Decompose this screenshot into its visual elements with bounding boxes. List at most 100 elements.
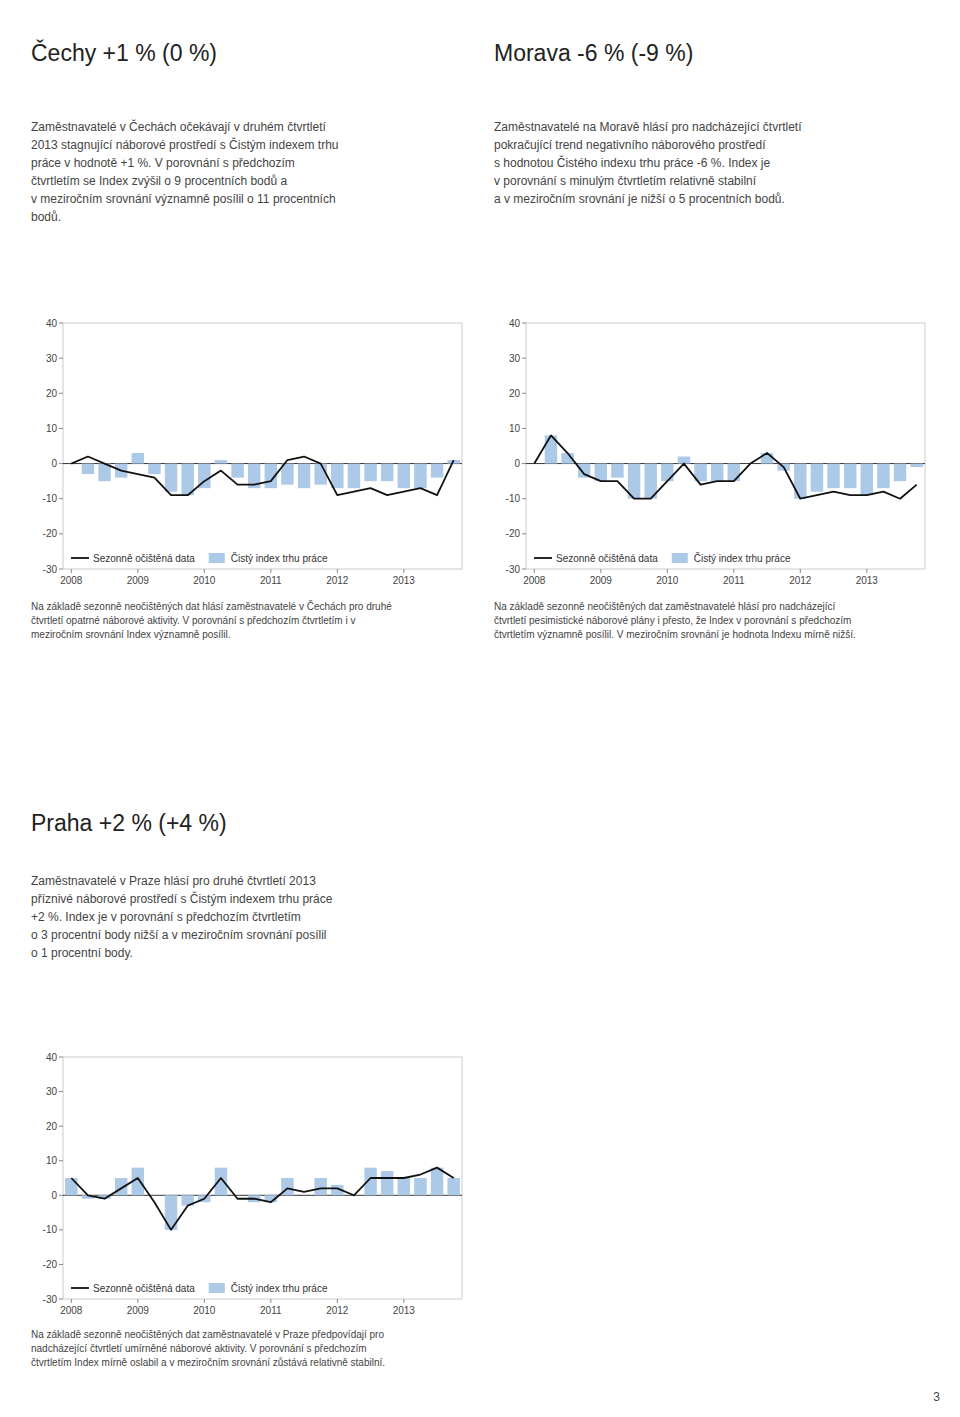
footnote-line: Na základě sezonně neočištěných dat zamě…: [494, 600, 856, 614]
bar: [215, 1168, 227, 1196]
y-tick-label: 20: [509, 388, 521, 399]
bar: [215, 460, 227, 464]
y-tick-label: -20: [43, 1259, 58, 1270]
bar: [728, 464, 740, 482]
x-tick-label: 2009: [127, 1305, 150, 1316]
y-tick: [59, 463, 63, 464]
y-tick: [59, 1195, 63, 1196]
legend: Sezonně očištěná data Čistý index trhu pr…: [71, 552, 328, 564]
y-tick-label: 30: [509, 353, 521, 364]
y-tick: [59, 1091, 63, 1092]
y-tick: [59, 323, 63, 324]
y-tick: [59, 569, 63, 570]
body-line: Zaměstnavatelé v Čechách očekávají v dru…: [31, 118, 339, 136]
bar: [861, 464, 873, 496]
footnote-line: čtvrtletí pesimistické náborové plány i …: [494, 614, 856, 628]
x-tick-label: 2008: [60, 575, 83, 586]
x-tick-label: 2011: [723, 575, 745, 586]
chart: -30-20-100102030402008200920102011201220…: [31, 1049, 468, 1321]
y-tick: [522, 323, 526, 324]
y-tick: [522, 428, 526, 429]
body-line: +2 %. Index je v porovnání s předchozím …: [31, 908, 332, 926]
bar: [414, 1178, 426, 1195]
footnote-line: nadcházející čtvrtletí umírněné náborové…: [31, 1342, 385, 1356]
y-tick: [522, 498, 526, 499]
x-tick: [733, 569, 734, 573]
y-tick-label: 30: [46, 353, 58, 364]
bar: [910, 464, 922, 468]
plot-frame: [526, 323, 925, 569]
page-number: 3: [933, 1390, 940, 1404]
bar: [314, 1178, 326, 1195]
y-tick: [522, 533, 526, 534]
x-tick-label: 2011: [260, 1305, 282, 1316]
bar: [82, 464, 94, 475]
x-tick-label: 2008: [523, 575, 546, 586]
footnote-line: meziročním srovnání Index významně posíl…: [31, 628, 392, 642]
legend-swatch: [672, 553, 688, 563]
chart-title: Praha +2 % (+4 %): [31, 810, 227, 837]
y-tick: [59, 1160, 63, 1161]
x-tick: [534, 569, 535, 573]
bar: [298, 1195, 310, 1196]
y-tick-label: -30: [43, 564, 58, 575]
body-line: o 3 procentní body nižší a v meziročním …: [31, 926, 332, 944]
y-tick-label: 0: [514, 458, 520, 469]
bar: [398, 464, 410, 489]
x-tick: [137, 569, 138, 573]
x-tick-label: 2010: [656, 575, 679, 586]
chart: -30-20-100102030402008200920102011201220…: [31, 315, 468, 591]
chart-title: Morava -6 % (-9 %): [494, 40, 693, 67]
y-tick-label: 0: [51, 458, 57, 469]
legend-label: Sezonně očištěná data: [93, 553, 195, 564]
legend-label: Čistý index trhu práce: [231, 552, 328, 564]
body-text: Zaměstnavatelé v Čechách očekávají v dru…: [31, 118, 339, 226]
chart-title: Čechy +1 % (0 %): [31, 40, 217, 67]
bar: [298, 464, 310, 489]
y-tick-label: -20: [506, 528, 521, 539]
x-tick-label: 2008: [60, 1305, 83, 1316]
body-line: pokračující trend negativního náborového…: [494, 136, 801, 154]
bar: [231, 464, 243, 478]
body-text: Zaměstnavatelé v Praze hlásí pro druhé č…: [31, 872, 332, 962]
y-tick: [522, 463, 526, 464]
bar: [414, 464, 426, 489]
body-line: čtvrtletím se Index zvýšil o 9 procentní…: [31, 172, 339, 190]
footnote-line: čtvrtletím významně posílil. V meziroční…: [494, 628, 856, 642]
x-tick-label: 2010: [193, 1305, 216, 1316]
x-tick-label: 2013: [393, 1305, 416, 1316]
bar: [827, 464, 839, 489]
x-tick-label: 2013: [393, 575, 416, 586]
legend: Sezonně očištěná dataČistý index trhu pr…: [71, 1282, 328, 1294]
y-tick-label: 40: [46, 318, 58, 329]
x-tick-label: 2012: [326, 1305, 349, 1316]
legend-swatch: [534, 557, 552, 559]
bar: [661, 464, 673, 482]
x-tick: [71, 1299, 72, 1303]
body-text: Zaměstnavatelé na Moravě hlásí pro nadch…: [494, 118, 801, 208]
y-tick: [59, 428, 63, 429]
marks: [534, 435, 923, 498]
x-tick: [270, 1299, 271, 1303]
y-tick-label: -10: [43, 493, 58, 504]
x-tick: [204, 569, 205, 573]
x-tick: [337, 569, 338, 573]
bar: [398, 1178, 410, 1195]
y-tick-label: 10: [46, 1155, 58, 1166]
marks: [65, 1168, 460, 1230]
bar: [678, 457, 690, 464]
y-tick-label: 20: [46, 1121, 58, 1132]
x-tick-label: 2011: [260, 575, 282, 586]
body-line: práce v hodnotě +1 %. V porovnání s před…: [31, 154, 339, 172]
bar: [364, 464, 376, 482]
bar: [231, 1195, 243, 1196]
y-tick-label: 40: [46, 1052, 58, 1063]
y-tick: [59, 1229, 63, 1230]
bar: [611, 464, 623, 478]
y-tick: [59, 533, 63, 534]
bar: [877, 464, 889, 489]
bar: [431, 1168, 443, 1196]
legend-label: Sezonně očištěná data: [556, 553, 658, 564]
y-tick-label: 10: [509, 423, 521, 434]
x-tick: [137, 1299, 138, 1303]
